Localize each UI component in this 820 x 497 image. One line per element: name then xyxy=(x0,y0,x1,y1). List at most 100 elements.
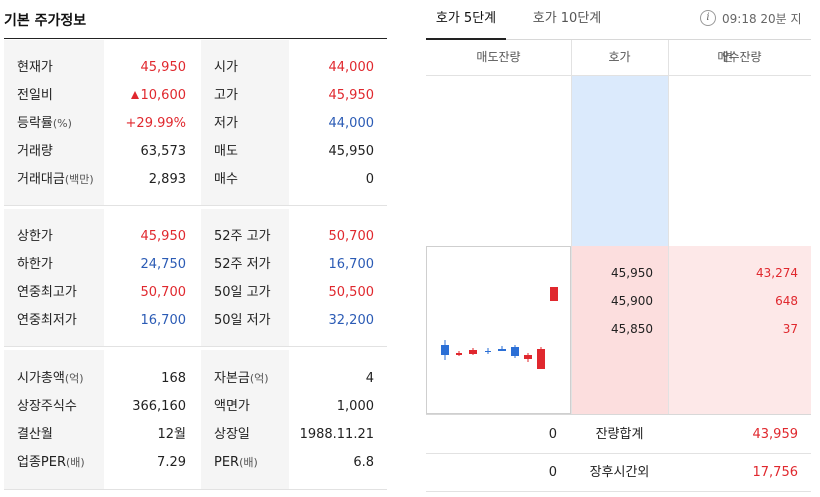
summary-buy: 17,756 xyxy=(752,465,799,480)
field-value: 1988.11.21 xyxy=(294,421,374,449)
col-divider xyxy=(571,40,572,414)
info-row: 거래량 63,573 매도 45,950 xyxy=(4,138,387,166)
field-value: 16,700 xyxy=(294,251,375,279)
field-value: 4 xyxy=(294,365,374,393)
label-column-bg xyxy=(201,350,289,489)
field-label: 자본금(억) xyxy=(214,365,269,393)
field-value: 168 xyxy=(104,365,186,393)
field-value: 44,000 xyxy=(294,110,375,138)
summary-sell: 0 xyxy=(548,427,557,442)
field-label-text: 52주 고가 xyxy=(214,229,271,244)
header-sell-qty: 매도잔량 xyxy=(426,40,571,76)
info-row: 연중최저가 16,700 50일 저가 32,200 xyxy=(4,307,387,335)
field-label-text: 상장일 xyxy=(214,427,250,442)
field-value-text: 6.8 xyxy=(353,455,374,470)
field-value-text: 12월 xyxy=(157,427,186,442)
field-label: 시가 xyxy=(214,54,238,82)
field-label-text: 고가 xyxy=(214,88,238,103)
label-column-bg xyxy=(4,40,104,205)
field-label-text: 50일 저가 xyxy=(214,313,271,328)
field-label: 매도 xyxy=(214,138,238,166)
field-value-text: 366,160 xyxy=(132,399,186,414)
field-value-text: 45,950 xyxy=(328,144,375,159)
candle-body xyxy=(511,347,519,356)
orderbook-tabs: 호가 5단계 호가 10단계 i 09:18 20분 지연 xyxy=(426,0,811,64)
field-value: 45,950 xyxy=(294,138,375,166)
field-value: 63,573 xyxy=(104,138,187,166)
mini-chart-svg xyxy=(441,287,558,369)
field-label: 거래대금(백만) xyxy=(17,166,94,194)
candle-body xyxy=(441,345,449,355)
bid-price[interactable]: 45,900 xyxy=(611,294,653,308)
field-label-text: 액면가 xyxy=(214,399,250,414)
info-icon[interactable]: i xyxy=(700,10,716,26)
field-value-text: 16,700 xyxy=(140,313,187,328)
field-label-text: 매수 xyxy=(214,172,238,187)
candle-body xyxy=(550,287,558,301)
bid-price-area xyxy=(571,246,668,414)
field-value: 24,750 xyxy=(104,251,187,279)
field-value: 0 xyxy=(294,166,374,194)
candle-body xyxy=(537,349,545,369)
field-label: 52주 고가 xyxy=(214,223,271,251)
field-value-text: 4 xyxy=(365,371,374,386)
bid-price[interactable]: 45,850 xyxy=(611,322,653,336)
bid-price[interactable]: 45,950 xyxy=(611,266,653,280)
field-label-text: 저가 xyxy=(214,116,238,131)
bid-quantity: 37 xyxy=(782,322,798,336)
field-label-text: 연중최고가 xyxy=(17,285,77,300)
candle-body xyxy=(524,355,532,359)
field-label-text: 현재가 xyxy=(17,60,53,75)
field-value-text: 16,700 xyxy=(328,257,375,272)
label-column-bg xyxy=(201,209,289,346)
field-value: +29.99% xyxy=(104,110,186,138)
field-value-text: 32,200 xyxy=(328,313,375,328)
info-section: 시가총액(억) 168 자본금(억) 4 상장주식수 366,160 액면가 1,000 결산월… xyxy=(4,350,387,490)
field-value: 16,700 xyxy=(104,307,187,335)
candle-body xyxy=(498,349,506,351)
info-row: 상한가 45,950 52주 고가 50,700 xyxy=(4,223,387,251)
field-label-text: 결산월 xyxy=(17,427,53,442)
field-value-text: 63,573 xyxy=(140,144,187,159)
field-value: 7.29 xyxy=(104,449,186,477)
field-value: 366,160 xyxy=(104,393,186,421)
info-row: 업종PER(배) 7.29 PER(배) 6.8 xyxy=(4,449,387,477)
field-label: 저가 xyxy=(214,110,238,138)
info-row: 거래대금(백만) 2,893 매수 0 xyxy=(4,166,387,194)
field-label: 상장일 xyxy=(214,421,250,449)
field-value: 45,950 xyxy=(104,54,187,82)
field-label-text: 하한가 xyxy=(17,257,53,272)
summary-buy: 43,959 xyxy=(752,427,799,442)
field-label: PER(배) xyxy=(214,449,258,477)
summary-divider xyxy=(426,414,811,415)
field-value: 45,950 xyxy=(104,223,187,251)
info-row: 전일비 10,600 고가 45,950 xyxy=(4,82,387,110)
tab-10-levels[interactable]: 호가 10단계 xyxy=(532,11,602,26)
field-label: 하한가 xyxy=(17,251,53,279)
field-label: 등락률(%) xyxy=(17,110,72,138)
field-value-text: 44,000 xyxy=(328,116,375,131)
info-section: 현재가 45,950 시가 44,000 전일비 10,600 고가 45,950 등락률(%)… xyxy=(4,40,387,206)
orderbook: 매도잔량 호가 매수잔량 45,950 43,274 45,900 648 45,850… xyxy=(426,40,811,492)
label-column-bg xyxy=(4,209,104,346)
field-label: 상한가 xyxy=(17,223,53,251)
field-unit: (배) xyxy=(66,456,85,469)
field-value-text: 1988.11.21 xyxy=(299,427,374,442)
col-divider xyxy=(668,40,669,414)
field-unit: (배) xyxy=(239,456,258,469)
candle-body xyxy=(469,350,477,354)
field-value: 50,700 xyxy=(294,223,375,251)
field-label: 52주 저가 xyxy=(214,251,271,279)
field-label: 현재가 xyxy=(17,54,53,82)
info-row: 결산월 12월 상장일 1988.11.21 xyxy=(4,421,387,449)
header-buy-qty: 매수잔량 xyxy=(668,40,811,76)
field-label: 매수 xyxy=(214,166,238,194)
field-unit: (억) xyxy=(64,372,84,385)
field-label: 고가 xyxy=(214,82,238,110)
field-label: 연중최고가 xyxy=(17,279,77,307)
field-value: 10,600 xyxy=(104,82,186,110)
field-label-text: 50일 고가 xyxy=(214,285,271,300)
summary-row: 0 장후시간외 17,756 xyxy=(426,453,811,492)
field-label: 거래량 xyxy=(17,138,53,166)
tab-5-levels[interactable]: 호가 5단계 xyxy=(426,0,506,40)
